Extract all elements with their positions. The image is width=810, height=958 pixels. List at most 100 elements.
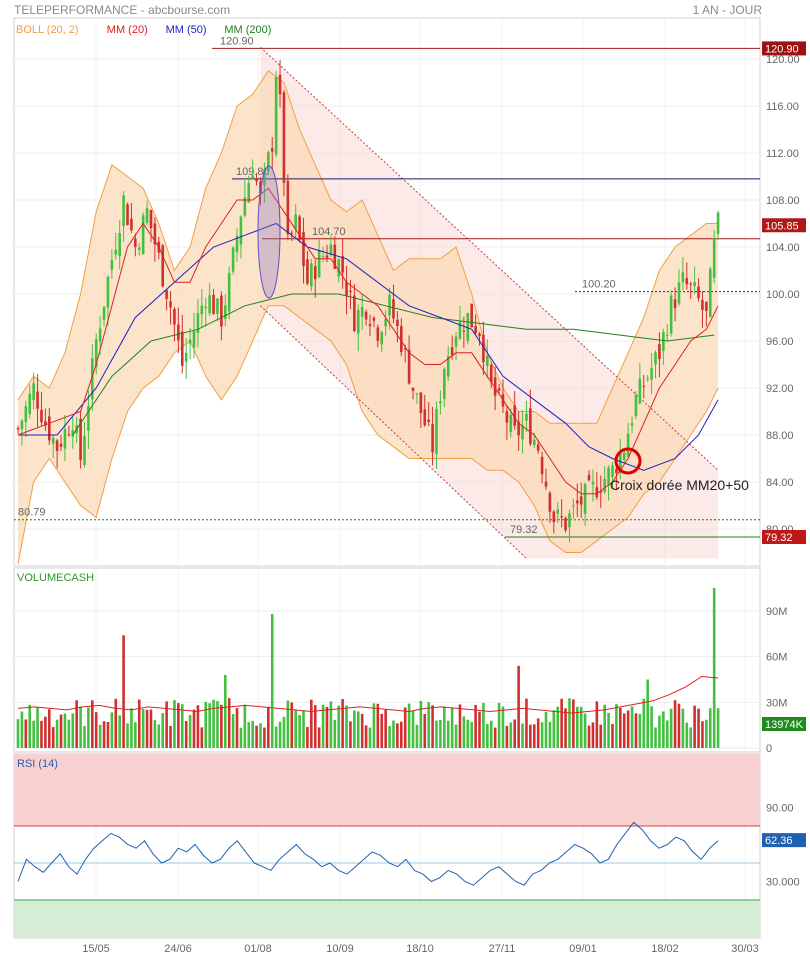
rsi-tag-box [762, 833, 806, 848]
candle-body [431, 423, 434, 453]
candle-body [79, 418, 82, 461]
volume-bar [157, 724, 161, 748]
volume-bar [212, 699, 215, 748]
volume-bar [470, 721, 473, 748]
volume-bar [693, 705, 696, 748]
price-y-tick: 108.00 [766, 195, 800, 207]
volume-bar [325, 706, 329, 748]
candle-body [255, 179, 258, 182]
candle-body [685, 278, 689, 285]
candle-body [329, 244, 333, 256]
candle-body [443, 368, 446, 399]
volume-bar [173, 700, 176, 748]
volume-bar [435, 720, 438, 748]
candle-body [36, 391, 39, 409]
volume-bar [689, 727, 693, 748]
candle-body [169, 301, 172, 308]
candle-body [173, 308, 176, 325]
rsi-tag-label: 62.36 [765, 835, 793, 847]
volume-bar [247, 722, 251, 748]
x-tick-label: 10/09 [326, 943, 354, 955]
rsi-oversold-zone [14, 900, 760, 938]
volume-bar [294, 710, 297, 748]
candle-body [290, 232, 294, 234]
candle-body [274, 77, 278, 155]
price-tag-box [762, 41, 806, 56]
candle-body [294, 214, 297, 230]
bollinger-upper-line [17, 70, 719, 424]
candle-body [482, 335, 485, 363]
volume-bar [403, 707, 407, 748]
candle-body [575, 500, 579, 504]
candle-body [67, 434, 71, 436]
volume-bar [333, 720, 337, 748]
volume-bar [231, 714, 235, 748]
candle-body [106, 276, 110, 308]
volume-bar [110, 712, 114, 748]
volume-bar [583, 713, 587, 748]
volume-bar [71, 713, 75, 748]
mm200-line [72, 293, 715, 436]
volume-bar [615, 704, 618, 748]
volume-bar [126, 723, 129, 748]
candle-body [489, 364, 493, 383]
volume-bar [599, 724, 603, 748]
candle-body [536, 444, 540, 451]
volume-bar [353, 710, 356, 748]
volume-bar [44, 716, 47, 748]
candle-body [544, 481, 548, 487]
candle-body [239, 216, 243, 245]
volume-bar [223, 674, 227, 748]
candle-body [388, 294, 391, 316]
volume-bar [376, 703, 380, 748]
volume-panel-frame [13, 567, 761, 753]
candle-body [560, 516, 563, 518]
volume-bar [220, 704, 223, 748]
volume-bar [141, 708, 145, 748]
volume-bar [540, 722, 544, 748]
candle-body [145, 208, 149, 224]
candle-body [184, 352, 188, 362]
volume-bar [102, 721, 106, 748]
candle-body [313, 266, 317, 280]
volume-bar [712, 588, 716, 748]
volume-bar [388, 725, 391, 748]
x-tick-label: 30/03 [731, 943, 759, 955]
candle-body [141, 215, 145, 255]
volume-bar [392, 720, 395, 748]
candle-body [153, 223, 157, 245]
volume-bar [137, 699, 141, 748]
candle-body [364, 311, 368, 320]
candle-body [251, 175, 254, 179]
candle-body [615, 469, 618, 474]
candle-body [216, 298, 219, 314]
candle-body [118, 232, 121, 257]
x-tick-label: 27/11 [489, 943, 516, 955]
candle-body [579, 496, 583, 505]
volume-bar [306, 726, 309, 748]
candle-body [51, 437, 55, 444]
candle-body [466, 313, 470, 342]
volume-bar [114, 698, 118, 748]
candle-body [16, 427, 20, 430]
volume-bar [364, 725, 368, 748]
volume-bar [91, 700, 94, 748]
price-y-tick: 84.00 [766, 477, 794, 489]
volume-bar [622, 713, 626, 748]
volume-bar [87, 707, 90, 748]
volume-bar [55, 719, 59, 748]
candle-body [642, 385, 646, 387]
volume-bar [134, 722, 137, 748]
volume-bar [443, 706, 446, 748]
volume-bar [83, 726, 86, 748]
volume-bar [529, 724, 532, 748]
volume-bar [177, 703, 180, 748]
volume-bar [454, 724, 458, 748]
candle-body [349, 290, 352, 293]
volume-bar [705, 719, 708, 748]
candle-body [458, 321, 462, 339]
volume-bar [98, 724, 102, 748]
volume-bar [532, 724, 536, 748]
volume-bar [439, 719, 442, 748]
candle-body [137, 247, 141, 250]
